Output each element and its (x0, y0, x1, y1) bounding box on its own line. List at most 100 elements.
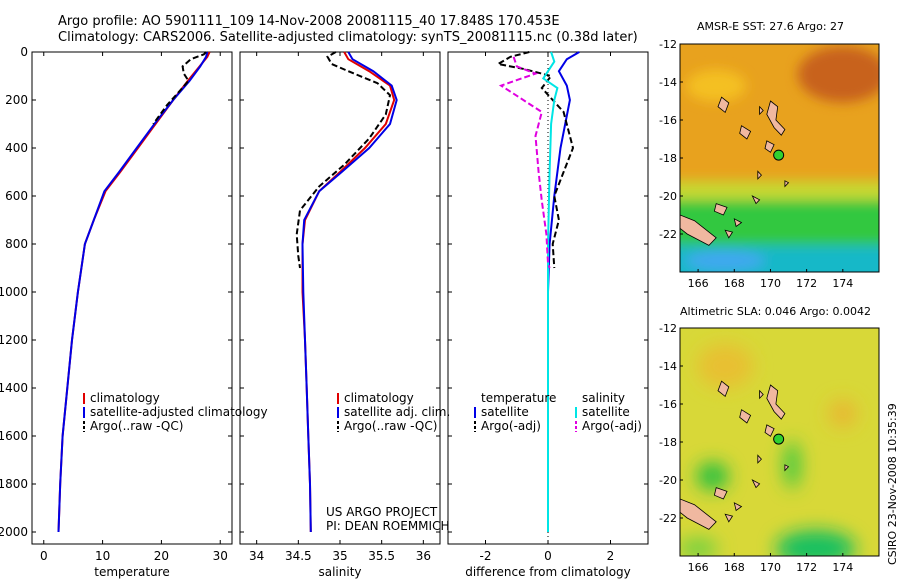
map-field (680, 44, 879, 272)
argo-position-marker (773, 149, 785, 161)
profile-panel-1: 0 200 400 600 800 1000 1200 1400 1600 1800 2000 0 10… (0, 45, 233, 579)
x-tick-label: 36 (416, 549, 431, 563)
island-outline (724, 229, 734, 239)
island-outline (733, 218, 743, 228)
y-tick-label: 1000 (0, 285, 28, 299)
y-tick-label: -20 (659, 474, 677, 487)
sla-green-patch-4 (680, 538, 719, 556)
island-outline (759, 389, 764, 400)
x-tick-label: 170 (760, 561, 781, 574)
y-tick-label: -18 (659, 436, 677, 449)
y-tick-label: 1800 (0, 477, 28, 491)
legend-label: satellite adj. clim. (344, 405, 450, 419)
sla-orange-patch (697, 344, 754, 388)
legend-label: climatology (344, 391, 414, 405)
sst-map: 166 168 170 172 174 -12 -14 -16 -18 -20 -22 (659, 38, 880, 290)
series-line-salinity-argo-adj- (498, 56, 551, 269)
island-outline (766, 384, 786, 420)
x-tick-label: 20 (154, 549, 169, 563)
y-tick-label: 1200 (0, 333, 28, 347)
sst-map-title: AMSR-E SST: 27.6 Argo: 27 (697, 20, 845, 33)
island-outline (751, 479, 761, 489)
island-outline (724, 513, 734, 523)
legend-label: Argo(..raw -QC) (344, 419, 437, 433)
x-tick-label: 10 (95, 549, 110, 563)
x-tick-label: 34.5 (285, 549, 312, 563)
sst-blue-patch (685, 250, 766, 271)
legend-label: Argo(-adj) (582, 419, 642, 433)
x-axis-label: salinity (318, 565, 361, 579)
x-tick-label: 174 (832, 277, 853, 290)
y-tick-label: -14 (659, 360, 677, 373)
legend-group-title: temperature (481, 391, 556, 405)
plot-frame (31, 51, 233, 545)
sst-blobs (680, 46, 879, 272)
island-outline (757, 454, 762, 464)
y-tick-label: 2000 (0, 525, 28, 539)
sla-orange-patch-2 (828, 399, 857, 428)
sst-warm-patch (797, 46, 879, 103)
series-line-satellite-adj-clim- (301, 51, 398, 533)
x-axis-label: temperature (94, 565, 169, 579)
x-tick-label: 166 (688, 277, 709, 290)
island-outline (764, 424, 775, 437)
x-tick-label: 0 (40, 549, 48, 563)
header-line-2: Climatology: CARS2006. Satellite-adjuste… (58, 30, 638, 45)
island-outline (717, 96, 730, 114)
legend-group-title: salinity (582, 391, 625, 405)
y-tick-label: 600 (5, 189, 28, 203)
sla-blobs (680, 344, 857, 556)
island-outline (733, 502, 743, 512)
sla-map: 166 168 170 172 174 -12 -14 -16 -18 -20 -22 (659, 322, 880, 574)
legend-label: Argo(-adj) (481, 419, 541, 433)
y-tick-label: -12 (659, 322, 677, 335)
new-caledonia-outline (680, 214, 717, 246)
island-outline (784, 464, 790, 472)
argo-position-marker (773, 433, 785, 445)
x-tick-label: 2 (607, 549, 615, 563)
legend-label: satellite-adjusted climatology (90, 405, 268, 419)
y-tick-label: 800 (5, 237, 28, 251)
y-tick-label: -14 (659, 76, 677, 89)
y-tick-label: -20 (659, 190, 677, 203)
legend-label: climatology (90, 391, 160, 405)
y-tick-label: -22 (659, 512, 677, 525)
series-line-temperature-argo-adj- (495, 51, 575, 269)
legend-label: Argo(..raw -QC) (90, 419, 183, 433)
x-tick-label: 168 (724, 561, 745, 574)
x-tick-label: 172 (796, 561, 817, 574)
y-tick-label: 1600 (0, 429, 28, 443)
map-field (680, 328, 879, 556)
y-tick-label: -16 (659, 114, 677, 127)
project-line-2: PI: DEAN ROEMMICH (326, 519, 449, 533)
x-tick-label: 166 (688, 561, 709, 574)
sst-yellow-patch (686, 69, 747, 102)
island-outline (784, 180, 790, 188)
x-tick-label: 34 (249, 549, 264, 563)
plot-frame (239, 51, 441, 545)
y-tick-label: -16 (659, 398, 677, 411)
series-line-satellite-adjusted-climatology (57, 51, 209, 533)
x-tick-label: 35.5 (368, 549, 395, 563)
sla-map-title: Altimetric SLA: 0.046 Argo: 0.0042 (680, 305, 872, 318)
new-caledonia-outline (680, 498, 717, 530)
x-tick-label: 0 (544, 549, 552, 563)
island-outline (739, 125, 752, 140)
island-outline (764, 140, 775, 153)
x-tick-label: 174 (832, 561, 853, 574)
legend-label: satellite (582, 405, 630, 419)
y-tick-label: 1400 (0, 381, 28, 395)
island-outline (757, 170, 762, 180)
y-tick-label: 0 (20, 45, 28, 59)
island-outline (713, 487, 728, 500)
x-tick-label: -2 (480, 549, 492, 563)
island-outline (766, 100, 786, 136)
header-line-1: Argo profile: AO 5901111_109 14-Nov-2008… (58, 14, 560, 29)
island-outline (717, 380, 730, 398)
island-outline (713, 203, 728, 216)
legend-label: satellite (481, 405, 529, 419)
